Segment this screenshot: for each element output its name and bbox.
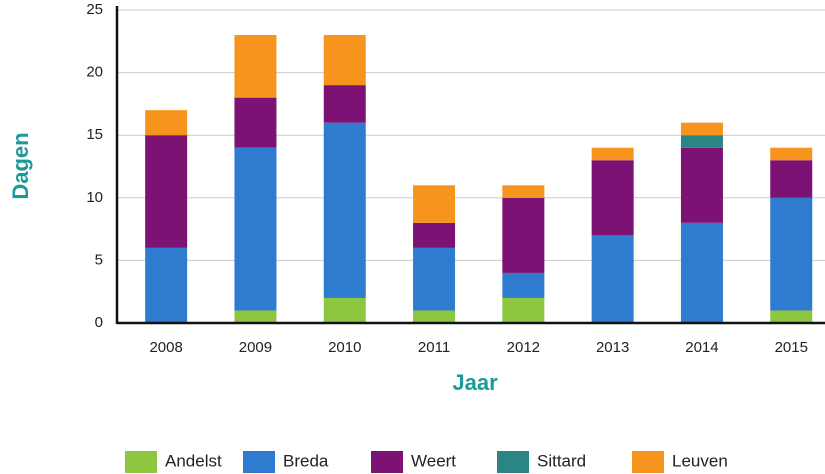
legend-label: Sittard [537,451,586,470]
bar-segment [502,185,545,198]
bar-segment [234,147,277,311]
legend-label: Leuven [672,451,728,470]
y-axis-title: Dagen [8,132,33,199]
legend-swatch [125,451,157,473]
bar-segment [413,247,456,311]
bar-segment [770,197,813,311]
bar-segment [502,272,545,298]
bar-segment [591,160,634,236]
y-tick-label: 0 [95,314,103,331]
bar-segment [323,297,366,323]
bar-segment [145,247,188,323]
bar-segment [591,147,634,161]
x-tick-label: 2015 [775,339,808,356]
x-tick-label: 2012 [507,339,540,356]
legend-swatch [243,451,275,473]
bar-segment [323,85,366,123]
bar-segment [502,297,545,323]
bar-segment [770,310,813,323]
y-tick-label: 15 [86,126,103,143]
bar-segment [234,310,277,323]
x-axis-title: Jaar [452,370,498,395]
bar-segment [591,235,634,323]
legend-label: Andelst [165,451,222,470]
bar-segment [323,35,366,86]
x-tick-label: 2014 [685,339,718,356]
bar-segment [502,197,545,273]
y-tick-label: 5 [95,251,103,268]
bar-segment [680,122,723,136]
bar-segment [680,222,723,323]
bar-segment [323,122,366,298]
legend-label: Breda [283,451,329,470]
bar-segment [413,310,456,323]
bar-segment [145,110,188,136]
x-tick-label: 2011 [418,339,450,356]
legend-label: Weert [411,451,456,470]
bar-segment [770,160,813,198]
y-tick-label: 10 [86,189,103,206]
legend-swatch [371,451,403,473]
bar-segment [680,147,723,223]
y-tick-label: 20 [86,64,103,81]
y-tick-label: 25 [86,1,103,18]
x-tick-label: 2010 [328,339,361,356]
legend-swatch [632,451,664,473]
bar-segment [413,185,456,223]
bar-segment [234,35,277,98]
bar-segment [770,147,813,161]
bar-segment [413,222,456,248]
bar-segment [234,97,277,148]
x-tick-label: 2008 [149,339,182,356]
x-tick-label: 2013 [596,339,629,356]
x-tick-label: 2009 [239,339,272,356]
legend-swatch [497,451,529,473]
bar-segment [680,135,723,148]
bar-segment [145,135,188,248]
